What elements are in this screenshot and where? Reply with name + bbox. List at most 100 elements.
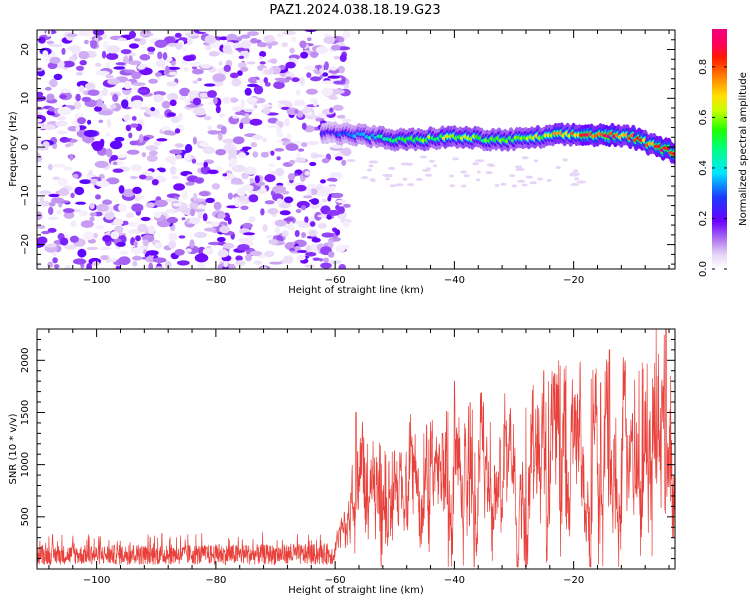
heatmap-cell [166, 66, 181, 70]
heatmap-cell [284, 118, 290, 127]
heatmap-cell [326, 177, 338, 182]
heatmap-cell [175, 154, 182, 160]
heatmap-cell [238, 152, 247, 159]
heatmap-cell [223, 260, 228, 268]
heatmap-cell [276, 182, 284, 187]
heatmap-cell [192, 97, 202, 106]
heatmap-cell [154, 242, 163, 249]
heatmap-cell [77, 248, 87, 258]
heatmap-cell [129, 175, 138, 180]
heatmap-cell [215, 105, 221, 114]
heatmap-cell [56, 209, 62, 215]
heatmap-cell [82, 231, 94, 241]
colorbar-label: Normalized spectral amplitude [738, 72, 749, 226]
heatmap-cell [262, 224, 268, 232]
heatmap-cell [219, 36, 229, 41]
heatmap-cell [46, 40, 55, 45]
heatmap-cell [327, 75, 341, 79]
heatmap-cell [49, 44, 63, 48]
heatmap-cell [515, 168, 526, 171]
heatmap-cell [283, 196, 294, 204]
heatmap-cell [168, 232, 178, 242]
heatmap-cell [172, 202, 182, 207]
heatmap-cell [128, 60, 142, 65]
heatmap-cell [500, 182, 507, 186]
x-tick-label: −100 [83, 275, 110, 286]
heatmap-cell [289, 247, 296, 252]
heatmap-cell [148, 225, 155, 234]
heatmap-cell [304, 170, 311, 176]
heatmap-cell [170, 60, 176, 66]
heatmap-cell [569, 173, 579, 177]
heatmap-cell [102, 235, 112, 243]
heatmap-cell [229, 72, 239, 79]
heatmap-cell [211, 183, 221, 190]
heatmap-cell [342, 203, 351, 208]
heatmap-cell [125, 124, 132, 132]
heatmap-cell [162, 52, 168, 61]
heatmap-cell [189, 201, 199, 211]
heatmap-cell [154, 39, 168, 48]
heatmap-cell [133, 85, 138, 91]
heatmap-cell [307, 187, 312, 196]
heatmap-cell [122, 188, 135, 198]
heatmap-cell [94, 106, 102, 112]
heatmap-cell [51, 197, 65, 204]
heatmap-cell [278, 121, 284, 128]
heatmap-cell [336, 114, 346, 119]
heatmap-cell [240, 40, 252, 49]
heatmap-cell [56, 115, 67, 121]
heatmap-cell [407, 183, 415, 187]
heatmap-cell [137, 223, 149, 233]
heatmap-cell [389, 184, 397, 188]
heatmap-cell [422, 168, 431, 172]
x-tick-label: −20 [563, 275, 584, 286]
colorbar: 0.0 0.2 0.4 0.6 0.8 Normalized spectral ampl… [698, 29, 749, 277]
heatmap-cell [131, 116, 137, 121]
heatmap-cell [110, 231, 120, 240]
heatmap-cell [385, 177, 390, 181]
heatmap-cell [182, 55, 195, 62]
heatmap-cell [309, 161, 317, 167]
heatmap-cell [312, 257, 321, 261]
heatmap-cell [78, 31, 92, 37]
heatmap-cell [203, 161, 208, 168]
heatmap-cell [204, 35, 216, 44]
x-tick-label: −20 [563, 575, 584, 586]
heatmap-cell [115, 62, 126, 66]
heatmap-cell [117, 232, 127, 236]
heatmap-cell [96, 203, 109, 212]
heatmap-cell [254, 175, 260, 184]
heatmap-cell [215, 149, 227, 156]
heatmap-cell [48, 193, 60, 198]
heatmap-cell [105, 61, 111, 70]
heatmap-cell [63, 211, 75, 219]
heatmap-cell [270, 58, 278, 64]
heatmap-cell [321, 80, 333, 85]
heatmap-cell [248, 76, 259, 84]
heatmap-cell [267, 43, 272, 49]
heatmap-cell [400, 162, 410, 166]
heatmap-cell [170, 116, 181, 124]
heatmap-cell [315, 65, 322, 69]
heatmap-cell [395, 183, 404, 187]
heatmap-cell [306, 104, 320, 108]
heatmap-cell [169, 99, 177, 107]
heatmap-cell [476, 170, 481, 174]
heatmap-cell [168, 240, 177, 249]
heatmap-cell [232, 115, 239, 119]
heatmap-cell [199, 92, 210, 98]
heatmap-cell [166, 81, 178, 87]
heatmap-cell [118, 203, 127, 213]
heatmap-cell [332, 227, 338, 233]
heatmap-cell [237, 244, 250, 251]
heatmap-cell [249, 250, 263, 257]
x-tick-label: −40 [444, 275, 465, 286]
heatmap-cell [572, 169, 579, 173]
heatmap-cell [151, 179, 159, 186]
heatmap-cell [310, 188, 318, 196]
heatmap-cell [81, 96, 92, 102]
heatmap-cell [155, 59, 166, 68]
heatmap-cell [69, 235, 79, 243]
